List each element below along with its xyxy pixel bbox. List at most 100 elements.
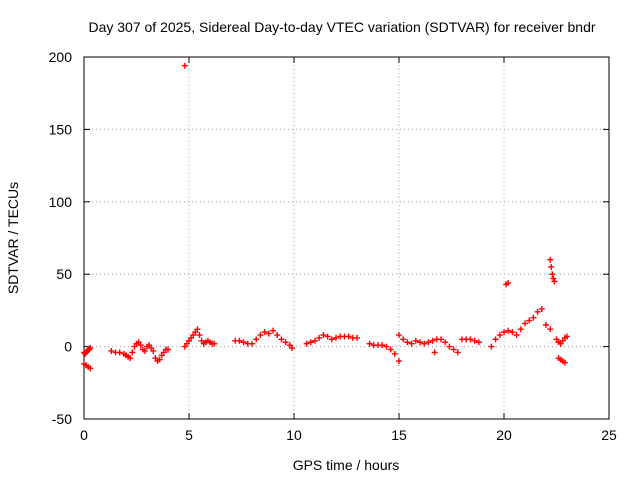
data-point (549, 271, 556, 278)
data-point (307, 339, 314, 346)
data-point (320, 332, 327, 339)
x-axis-label: GPS time / hours (293, 457, 400, 473)
data-point (345, 333, 352, 340)
data-point (534, 308, 541, 315)
data-point (261, 329, 268, 336)
data-point (505, 279, 512, 286)
data-point (236, 337, 243, 344)
data-point (165, 346, 171, 353)
data-point (240, 339, 247, 346)
data-point (150, 347, 157, 354)
data-point (429, 337, 436, 344)
data-point (194, 326, 201, 333)
data-point (141, 347, 148, 354)
data-point (442, 339, 449, 346)
data-point (396, 358, 402, 365)
data-point (383, 343, 390, 350)
axis-ticks (83, 56, 610, 420)
data-point (328, 336, 335, 343)
data-point (547, 326, 554, 333)
data-point (312, 337, 318, 344)
data-point (116, 349, 123, 356)
data-point (257, 332, 264, 339)
data-point (129, 349, 136, 356)
data-point (450, 346, 457, 353)
data-point (181, 62, 188, 69)
x-tick-label: 10 (286, 427, 302, 443)
data-point (547, 256, 554, 263)
data-point (425, 339, 432, 346)
data-point (156, 356, 163, 363)
data-point (282, 339, 289, 346)
data-point (421, 340, 428, 347)
data-point (446, 343, 453, 350)
data-point (127, 355, 134, 362)
data-point (249, 340, 255, 347)
data-point (548, 263, 555, 270)
data-point (530, 314, 537, 321)
y-tick-label: 150 (49, 121, 73, 137)
y-axis-label: SDTVAR / TECUs (5, 182, 21, 294)
data-point (400, 336, 407, 343)
data-point (278, 336, 285, 343)
data-point (505, 327, 512, 334)
plot-frame (83, 56, 610, 420)
data-point (253, 336, 260, 343)
data-point (496, 332, 503, 339)
data-point (391, 350, 398, 357)
data-point (333, 334, 339, 341)
grid-lines (84, 57, 609, 419)
data-point (475, 339, 482, 346)
data-point (501, 329, 507, 336)
data-point (471, 337, 478, 344)
data-point (522, 320, 528, 327)
data-point (517, 326, 524, 333)
data-point (87, 345, 94, 352)
x-tick-label: 0 (80, 427, 88, 443)
data-point (467, 336, 474, 343)
data-point (417, 339, 423, 346)
data-point (509, 329, 516, 336)
data-point (488, 343, 495, 350)
y-tick-label: 0 (64, 339, 72, 355)
chart-title: Day 307 of 2025, Sidereal Day-to-day VTE… (88, 19, 595, 35)
data-point (396, 332, 402, 339)
data-point (387, 346, 394, 353)
data-point (366, 340, 373, 347)
data-point (87, 365, 94, 372)
data-point (513, 332, 520, 339)
data-point (303, 340, 310, 347)
data-point (354, 334, 360, 341)
x-tick-label: 20 (496, 427, 512, 443)
data-point (551, 278, 558, 285)
data-point (431, 349, 438, 356)
x-tick-label: 25 (601, 427, 617, 443)
data-point (108, 347, 115, 354)
data-point (324, 333, 331, 340)
data-point (526, 317, 533, 324)
y-tick-label: 100 (49, 194, 73, 210)
data-point (316, 334, 323, 341)
data-point (550, 275, 557, 282)
data-point (561, 359, 568, 366)
data-point (492, 336, 499, 343)
data-point (404, 339, 411, 346)
data-point (379, 342, 386, 349)
x-tick-label: 5 (185, 427, 193, 443)
data-point (270, 327, 276, 334)
y-tick-label: 200 (49, 49, 73, 65)
data-point (538, 305, 545, 312)
data-point (438, 336, 444, 343)
x-tick-labels: 0 5 10 15 20 25 (80, 427, 617, 443)
data-point (412, 337, 419, 344)
data-point (137, 342, 144, 349)
data-point (408, 340, 415, 347)
data-point (211, 340, 218, 347)
data-point (288, 345, 295, 352)
data-point (196, 332, 203, 339)
x-tick-label: 15 (391, 427, 407, 443)
data-point (543, 321, 549, 328)
data-point (454, 349, 461, 356)
